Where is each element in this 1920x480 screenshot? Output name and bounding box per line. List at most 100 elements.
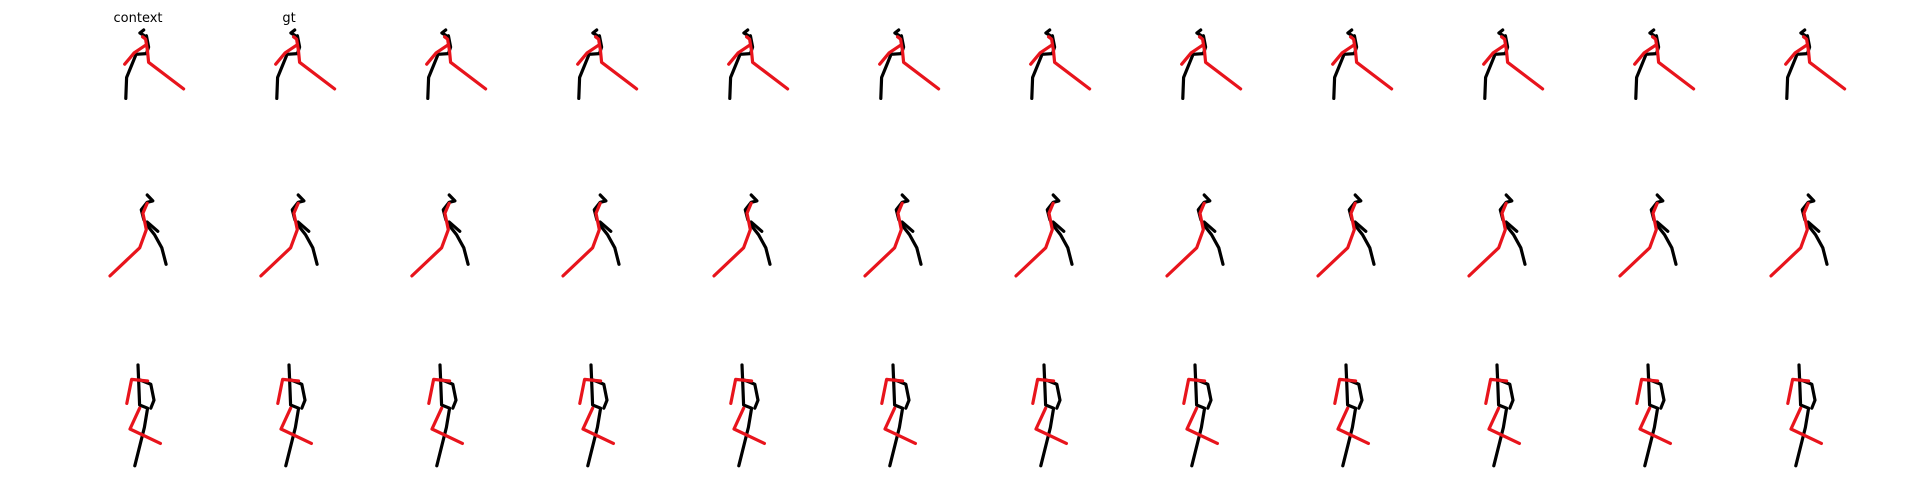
pose-figure (1014, 193, 1074, 278)
limb (435, 377, 452, 468)
highlight-limb (292, 35, 337, 91)
limb (1195, 28, 1203, 37)
pose-figure (259, 193, 319, 278)
column-label-context: context (114, 11, 163, 26)
limb (440, 28, 448, 37)
highlight-limb (1499, 35, 1545, 91)
limb (1346, 28, 1354, 37)
highlight-limb (1180, 43, 1205, 66)
pose-figure (1467, 193, 1527, 278)
limb (1799, 28, 1807, 37)
highlight-limb (1482, 43, 1507, 66)
pose-figure (1769, 193, 1829, 278)
limb (900, 220, 915, 233)
highlight-limb (1769, 201, 1810, 278)
limb (742, 28, 750, 37)
pose-row-1 (123, 28, 1847, 101)
pose-figure (1333, 363, 1371, 468)
highlight-limb (578, 377, 603, 405)
highlight-limb (274, 43, 299, 66)
limb (737, 377, 754, 468)
highlight-limb (581, 406, 616, 445)
pose-figure (1635, 363, 1673, 468)
limb (296, 220, 311, 233)
highlight-limb (410, 201, 451, 278)
limb (591, 28, 599, 37)
pose-figure (108, 193, 168, 278)
highlight-limb (712, 201, 753, 278)
pose-figure (1484, 363, 1522, 468)
pose-figure (1165, 193, 1225, 278)
pose-figure (125, 363, 162, 468)
limb (1643, 377, 1660, 468)
highlight-limb (427, 377, 452, 405)
pose-figure (425, 28, 488, 101)
highlight-limb (123, 43, 148, 66)
limb (145, 220, 160, 233)
highlight-limb (276, 377, 301, 405)
highlight-limb (744, 35, 790, 91)
limb (891, 363, 911, 410)
pose-row-2 (108, 193, 1829, 278)
pose-figure (729, 363, 767, 468)
highlight-limb (593, 35, 639, 91)
highlight-limb (1786, 377, 1811, 405)
column-label-gt: gt (282, 11, 295, 26)
highlight-limb (1467, 201, 1508, 278)
limb (136, 363, 156, 410)
highlight-limb (108, 201, 149, 278)
limb (1042, 363, 1062, 410)
highlight-limb (1638, 406, 1673, 445)
limb (1794, 377, 1811, 468)
highlight-limb (1165, 201, 1206, 278)
pose-figure (1031, 363, 1069, 468)
highlight-limb (1633, 43, 1658, 66)
highlight-limb (1185, 406, 1220, 445)
highlight-limb (1034, 406, 1069, 445)
highlight-limb (125, 377, 150, 405)
highlight-limb (729, 377, 754, 405)
pose-figure (1331, 28, 1394, 101)
pose-figure (276, 363, 313, 468)
highlight-limb (1784, 43, 1809, 66)
limb (138, 28, 146, 37)
pose-figure (1029, 28, 1092, 101)
limb (1785, 34, 1812, 101)
highlight-limb (1316, 201, 1357, 278)
limb (133, 377, 150, 468)
highlight-limb (883, 406, 918, 445)
highlight-limb (895, 35, 941, 91)
highlight-limb (430, 406, 464, 445)
pose-figure (427, 363, 464, 468)
highlight-limb (141, 35, 186, 91)
limb (447, 220, 462, 233)
limb (1655, 220, 1670, 233)
pose-figure (1182, 363, 1220, 468)
limb (1190, 377, 1207, 468)
highlight-limb (425, 43, 450, 66)
limb (1341, 377, 1358, 468)
pose-figure (1180, 28, 1243, 101)
highlight-limb (1789, 406, 1824, 445)
limb (893, 28, 901, 37)
pose-figure (1618, 193, 1678, 278)
pose-figure (1786, 363, 1824, 468)
pose-figure (1633, 28, 1696, 101)
highlight-limb (561, 201, 602, 278)
limb (1353, 220, 1368, 233)
limb (275, 34, 302, 101)
limb (1492, 377, 1509, 468)
highlight-limb (443, 35, 488, 91)
limb (1202, 220, 1217, 233)
limb (1797, 363, 1817, 410)
limb (589, 363, 609, 410)
limb (289, 28, 297, 37)
limb (1497, 28, 1505, 37)
limb (1806, 220, 1821, 233)
highlight-limb (1348, 35, 1394, 91)
limb (598, 220, 613, 233)
pose-figure (561, 193, 621, 278)
highlight-limb (576, 43, 601, 66)
highlight-limb (1618, 201, 1659, 278)
